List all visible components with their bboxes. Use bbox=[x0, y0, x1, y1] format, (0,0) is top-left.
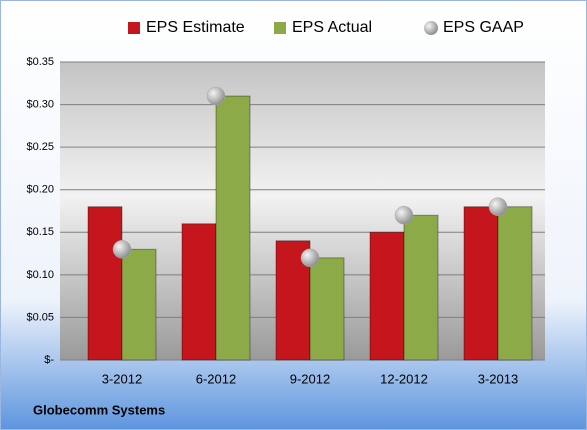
x-tick-label: 6-2012 bbox=[196, 371, 236, 386]
x-tick-label: 9-2012 bbox=[290, 371, 330, 386]
bar bbox=[463, 206, 499, 361]
y-tick-label: $0.25 bbox=[26, 141, 54, 153]
x-tick-label: 12-2012 bbox=[380, 371, 428, 386]
legend-marker bbox=[128, 22, 140, 34]
marker bbox=[112, 240, 132, 259]
legend-label: EPS GAAP bbox=[443, 19, 524, 36]
bar bbox=[215, 95, 251, 361]
legend-label: EPS Estimate bbox=[146, 19, 245, 36]
y-tick-label: $0.20 bbox=[26, 184, 54, 196]
bar bbox=[309, 257, 345, 361]
y-tick-label: $0.10 bbox=[26, 269, 54, 281]
marker bbox=[300, 248, 320, 268]
legend-marker bbox=[424, 21, 438, 35]
bar bbox=[369, 231, 405, 361]
y-tick-label: $0.05 bbox=[26, 311, 54, 323]
legend-label: EPS Actual bbox=[292, 19, 372, 36]
marker bbox=[488, 197, 508, 216]
x-tick-label: 3-2013 bbox=[478, 371, 518, 386]
y-tick-label: $0.30 bbox=[26, 98, 54, 110]
bar bbox=[497, 206, 533, 361]
y-tick-label: $0.35 bbox=[26, 56, 54, 68]
y-tick-label: $0.15 bbox=[26, 226, 54, 238]
y-tick-label: $- bbox=[44, 354, 54, 366]
marker bbox=[394, 206, 414, 225]
legend-marker bbox=[274, 22, 286, 34]
bar bbox=[87, 206, 123, 361]
x-tick-label: 3-2012 bbox=[102, 371, 142, 386]
bar bbox=[181, 223, 217, 361]
marker bbox=[206, 86, 226, 106]
bar bbox=[403, 214, 439, 361]
caption: Globecomm Systems bbox=[33, 402, 165, 417]
bar bbox=[121, 248, 157, 361]
